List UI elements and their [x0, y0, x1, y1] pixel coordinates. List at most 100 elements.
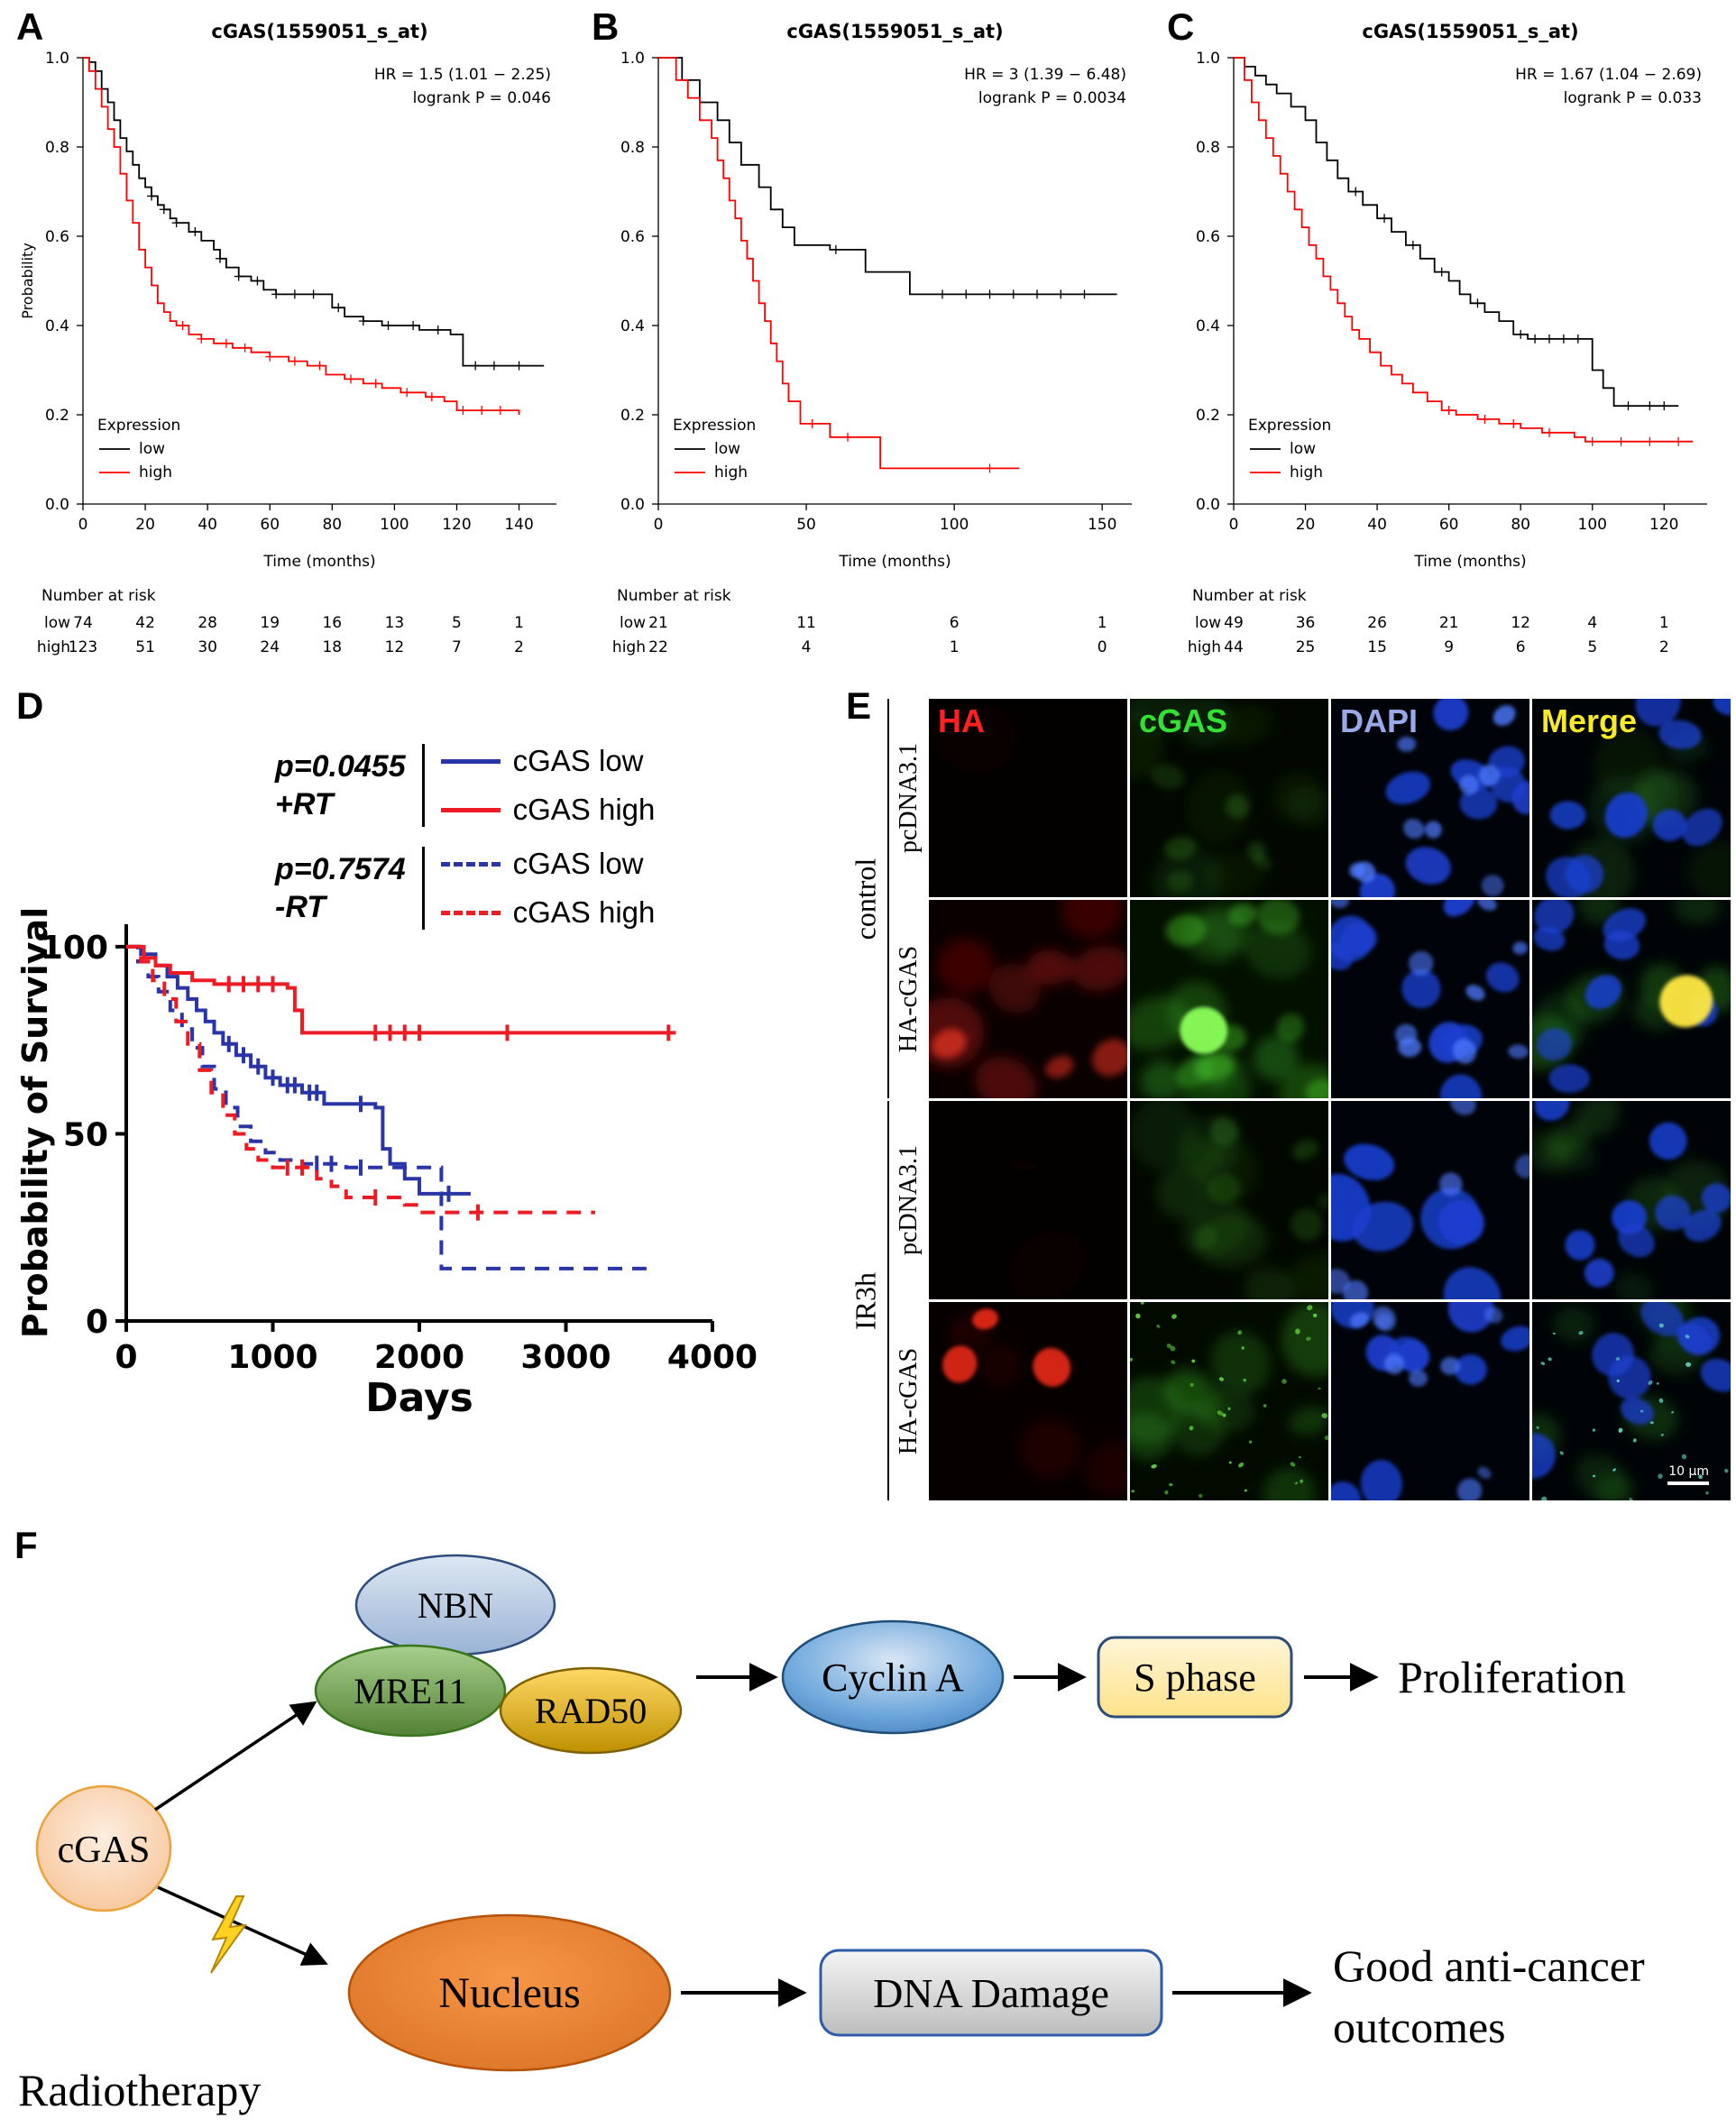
sphase-label: S phase: [1134, 1656, 1256, 1700]
group-label: control: [849, 858, 882, 940]
lightning-bolt-icon: [210, 1895, 248, 1974]
row-label: HA-cGAS: [895, 1347, 923, 1455]
row-label: pcDNA3.1: [895, 742, 923, 854]
legend-entry-label: cGAS high: [512, 793, 656, 826]
x-tick-label: 120: [442, 516, 471, 534]
x-tick-label: 50: [796, 516, 816, 534]
risk-value: 28: [197, 614, 217, 632]
risk-value: 18: [322, 638, 342, 656]
survival-curve: [126, 944, 595, 1215]
risk-value: 21: [1439, 614, 1459, 632]
x-tick-label: 100: [1578, 516, 1607, 534]
microscopy-image: [929, 1302, 1127, 1500]
legend-title: Expression: [97, 417, 180, 435]
x-tick-label: 3000: [520, 1339, 611, 1376]
chart-title: cGAS(1559051_s_at): [211, 21, 427, 42]
microscopy-image: [1532, 699, 1731, 897]
risk-value: 5: [1587, 638, 1597, 656]
micro-image-cell: [1130, 900, 1328, 1098]
x-tick-label: 40: [1367, 516, 1387, 534]
row-label: pcDNA3.1: [895, 1144, 923, 1256]
legend-entry-label: cGAS low: [512, 744, 644, 777]
survival-curve: [126, 944, 471, 1196]
y-tick-label: 0.6: [45, 228, 69, 246]
risk-row-label: high: [612, 638, 646, 656]
y-tick-label: 0.4: [620, 317, 645, 335]
channel-header: cGAS: [1139, 702, 1228, 739]
survival-legend: p=0.0455 +RT cGAS low cGAS high p=0.7574 -RT c…: [275, 744, 655, 949]
survival-curve: [658, 57, 1020, 470]
legend-entry-label: high: [714, 463, 748, 482]
risk-value: 5: [452, 614, 462, 632]
risk-value: 36: [1296, 614, 1316, 632]
y-tick-label: 0.2: [620, 407, 645, 425]
y-tick-label: 0: [86, 1304, 108, 1341]
y-tick-label: 100: [41, 930, 108, 967]
y-tick-label: 0.0: [1196, 496, 1220, 514]
x-tick-label: 1000: [227, 1339, 317, 1376]
panel-f: F: [0, 1519, 1736, 2128]
micro-image-cell: [1532, 1101, 1731, 1299]
outcomes-label-line2: outcomes: [1333, 2002, 1506, 2052]
x-tick-label: 140: [504, 516, 533, 534]
risk-value: 7: [452, 638, 462, 656]
y-axis-label: Probability: [19, 243, 36, 319]
row-label: HA-cGAS: [895, 945, 923, 1053]
legend-entry-label: low: [139, 440, 165, 458]
x-tick-label: 100: [380, 516, 409, 534]
x-axis-label: Time (months): [262, 553, 375, 571]
x-axis-label: Time (months): [1413, 553, 1526, 571]
y-tick-label: 0.8: [1196, 139, 1220, 157]
survival-curve: [658, 57, 1117, 296]
legend-group: p=0.0455 +RT cGAS low cGAS high: [275, 744, 655, 827]
dna-damage-node: [819, 1949, 1163, 2037]
panel-b: B 0 50 100 150 0.0 0.2 0.4 0.6 0.8 1.0 cGAS(155905…: [586, 5, 1154, 673]
risk-value: 24: [260, 638, 280, 656]
micro-image-cell: [1331, 1302, 1529, 1500]
x-tick-label: 0: [78, 516, 88, 534]
micro-image-cell: [1532, 900, 1731, 1098]
panel-e: E HA cGAS DAPI Merge control IR3h pcDNA3.1 HA-c…: [776, 681, 1736, 1519]
y-tick-label: 0.4: [1196, 317, 1220, 335]
legend-bracket: [421, 847, 425, 930]
risk-value: 21: [648, 614, 668, 632]
x-tick-label: 20: [135, 516, 155, 534]
legend-entry-label: high: [139, 463, 172, 482]
risk-value: 13: [385, 614, 405, 632]
risk-value: 12: [385, 638, 405, 656]
panel-d: D p=0.0455 +RT cGAS low cGAS high p=0.7574 -R…: [9, 681, 767, 1474]
x-tick-label: 40: [197, 516, 217, 534]
legend-p-value: p=0.7574 -RT: [275, 851, 406, 925]
legend-entry: cGAS low: [440, 744, 656, 778]
mre11-label: MRE11: [354, 1671, 466, 1711]
risk-value: 15: [1367, 638, 1387, 656]
nucleus-node: [347, 1913, 672, 2072]
radiotherapy-label: Radiotherapy: [18, 2065, 261, 2115]
microscopy-image: [1331, 1101, 1529, 1299]
group-bracket-line: [887, 699, 889, 1098]
cgas-label: cGAS: [58, 1830, 151, 1871]
microscopy-image: [1532, 1101, 1731, 1299]
legend-title: Expression: [1248, 417, 1331, 435]
risk-value: 1: [1098, 614, 1107, 632]
x-tick-label: 0: [115, 1339, 137, 1376]
channel-header: HA: [938, 702, 985, 739]
legend-bracket: [421, 744, 425, 827]
panel-b-label: B: [592, 5, 620, 48]
annotation: HR = 3 (1.39 − 6.48): [964, 66, 1126, 84]
legend-line-sample: [440, 861, 501, 867]
rad50-node: [499, 1666, 683, 1755]
risk-value: 123: [69, 638, 97, 656]
legend-entry-label: low: [1290, 440, 1316, 458]
legend-line-sample: [440, 910, 501, 915]
micro-image-cell: [1331, 900, 1529, 1098]
microscopy-image: [1331, 1302, 1529, 1500]
pathway-diagram: NBN MRE11 RAD50 Cyclin A S phase Prolife…: [18, 1554, 1645, 2115]
cgas-node: [35, 1784, 172, 1912]
risk-table-header: Number at risk: [1192, 587, 1307, 605]
risk-value: 1: [514, 614, 524, 632]
risk-value: 4: [802, 638, 812, 656]
risk-value: 6: [1516, 638, 1526, 656]
